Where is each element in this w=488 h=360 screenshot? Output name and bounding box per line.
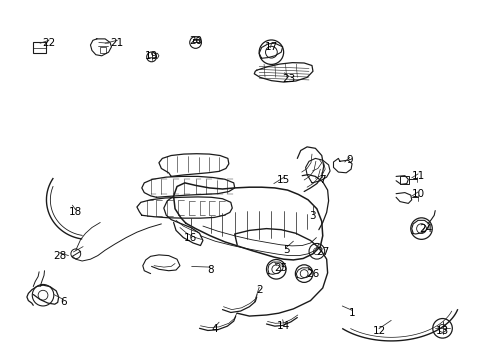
- Text: 16: 16: [183, 233, 197, 243]
- Text: 4: 4: [211, 324, 218, 334]
- Text: 21: 21: [110, 38, 124, 48]
- Bar: [33, 42, 46, 53]
- Text: 11: 11: [410, 171, 424, 181]
- Text: 17: 17: [264, 42, 278, 52]
- Text: 25: 25: [274, 263, 287, 273]
- Text: 18: 18: [69, 207, 82, 217]
- Text: 22: 22: [42, 38, 56, 48]
- Text: 5: 5: [282, 245, 289, 255]
- Text: 10: 10: [411, 189, 424, 199]
- Text: 12: 12: [371, 326, 385, 336]
- Text: 15: 15: [276, 175, 290, 185]
- Text: 24: 24: [418, 224, 431, 234]
- Text: 13: 13: [435, 326, 448, 336]
- Text: 28: 28: [53, 251, 66, 261]
- Text: 14: 14: [276, 321, 290, 331]
- Text: 8: 8: [206, 265, 213, 275]
- Text: 2: 2: [255, 285, 262, 295]
- Bar: [399, 176, 408, 184]
- Text: 7: 7: [319, 175, 325, 185]
- Text: 6: 6: [60, 297, 67, 307]
- Text: 1: 1: [348, 308, 355, 318]
- Text: 27: 27: [315, 247, 329, 257]
- Text: 23: 23: [281, 74, 295, 84]
- Text: 9: 9: [346, 155, 352, 165]
- Text: 26: 26: [305, 269, 319, 279]
- Text: 20: 20: [189, 36, 202, 46]
- Text: 19: 19: [144, 51, 158, 61]
- Text: 3: 3: [309, 211, 316, 221]
- Bar: [100, 47, 105, 53]
